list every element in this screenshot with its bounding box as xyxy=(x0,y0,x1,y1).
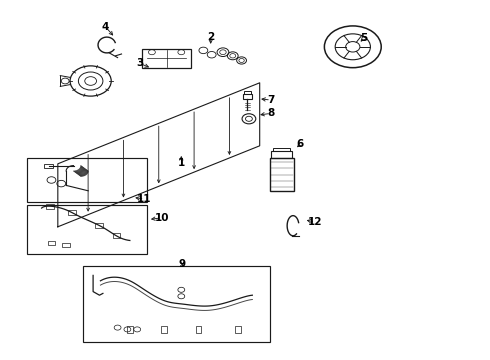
Bar xyxy=(95,222,102,228)
Bar xyxy=(235,326,241,333)
Text: 10: 10 xyxy=(154,213,169,223)
Text: 11: 11 xyxy=(137,194,152,204)
Text: 5: 5 xyxy=(361,33,368,43)
Text: 4: 4 xyxy=(101,22,109,32)
Bar xyxy=(244,91,251,94)
Bar xyxy=(48,241,55,245)
Bar xyxy=(243,94,252,99)
Bar xyxy=(142,49,191,68)
Text: 7: 7 xyxy=(267,95,275,105)
Bar xyxy=(83,266,270,342)
Bar xyxy=(196,326,201,333)
Text: 9: 9 xyxy=(179,258,186,269)
Bar xyxy=(113,233,121,238)
Text: 12: 12 xyxy=(308,217,322,227)
Bar xyxy=(27,158,147,202)
Bar xyxy=(273,148,290,151)
Bar xyxy=(44,164,53,168)
Text: 8: 8 xyxy=(268,108,274,118)
Text: 6: 6 xyxy=(297,139,304,149)
Bar xyxy=(68,210,75,215)
Bar xyxy=(27,205,147,254)
Bar xyxy=(271,151,292,158)
Bar xyxy=(270,158,294,191)
Text: 2: 2 xyxy=(207,32,214,42)
Text: 3: 3 xyxy=(136,58,143,68)
Bar xyxy=(127,326,133,333)
Bar xyxy=(46,204,54,209)
Bar xyxy=(62,243,70,247)
Bar xyxy=(161,326,167,333)
Text: 1: 1 xyxy=(178,158,185,168)
